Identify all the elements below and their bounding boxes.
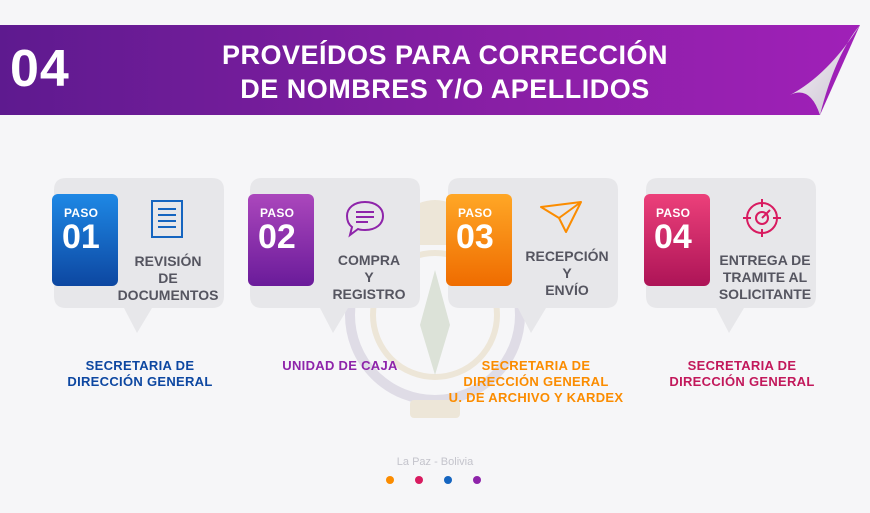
title-line-1: PROVEÍDOS PARA CORRECCIÓN bbox=[221, 40, 669, 70]
step-2-label-line-3: REGISTRO bbox=[332, 286, 406, 302]
step-3-office: SECRETARIA DE DIRECCIÓN GENERAL U. DE AR… bbox=[436, 358, 636, 406]
pagination-dot-1[interactable] bbox=[386, 476, 394, 484]
step-3-office-line-1: SECRETARIA DE bbox=[481, 358, 591, 373]
step-card-1: PASO 01 REVISIÓN DE DOCUMENTOS bbox=[52, 178, 224, 338]
step-1-label-line-1: REVISIÓN bbox=[134, 253, 202, 269]
step-4-badge: PASO 04 bbox=[644, 194, 710, 286]
step-2-office: UNIDAD DE CAJA bbox=[260, 358, 420, 374]
step-4-label-line-3: SOLICITANTE bbox=[718, 286, 812, 302]
step-1-label: REVISIÓN DE DOCUMENTOS bbox=[112, 253, 224, 304]
step-2-office-line-1: UNIDAD DE CAJA bbox=[282, 358, 398, 373]
step-4-paso: PASO bbox=[656, 206, 691, 220]
step-4-number: 04 bbox=[654, 218, 692, 256]
chat-bubble-icon bbox=[345, 200, 385, 238]
pagination-dots bbox=[386, 476, 481, 484]
step-3-office-line-3: U. DE ARCHIVO Y KARDEX bbox=[448, 390, 624, 405]
step-4-office: SECRETARIA DE DIRECCIÓN GENERAL bbox=[652, 358, 832, 390]
step-4-label-line-2: TRAMITE AL bbox=[722, 269, 808, 285]
step-3-label-line-2: Y bbox=[562, 265, 572, 281]
step-1-badge: PASO 01 bbox=[52, 194, 118, 286]
step-card-2: PASO 02 COMPRA Y REGISTRO bbox=[248, 178, 420, 338]
step-2-badge: PASO 02 bbox=[248, 194, 314, 286]
step-3-paso: PASO bbox=[458, 206, 493, 220]
step-1-office-line-1: SECRETARIA DE bbox=[85, 358, 195, 373]
step-1-office: SECRETARIA DE DIRECCIÓN GENERAL bbox=[50, 358, 230, 390]
step-3-label: RECEPCIÓN Y ENVÍO bbox=[512, 248, 622, 299]
step-card-4: PASO 04 ENTREGA DE TRAMITE AL SOLICITANT… bbox=[644, 178, 816, 338]
step-2-paso: PASO bbox=[260, 206, 295, 220]
header-banner: 04 PROVEÍDOS PARA CORRECCIÓN DE NOMBRES … bbox=[0, 25, 860, 115]
target-icon bbox=[743, 199, 781, 237]
location-watermark: La Paz - Bolivia bbox=[396, 456, 474, 468]
step-2-label-line-1: COMPRA bbox=[337, 252, 401, 268]
step-3-badge: PASO 03 bbox=[446, 194, 512, 286]
step-1-label-line-2: DE bbox=[158, 270, 178, 286]
document-icon bbox=[151, 200, 183, 238]
step-1-number: 01 bbox=[62, 218, 100, 256]
step-2-label-line-2: Y bbox=[364, 269, 374, 285]
step-4-office-line-1: SECRETARIA DE bbox=[687, 358, 797, 373]
banner-shape bbox=[0, 25, 860, 115]
title-line-2: DE NOMBRES Y/O APELLIDOS bbox=[240, 74, 650, 104]
step-1-label-line-3: DOCUMENTOS bbox=[117, 287, 219, 303]
section-number: 04 bbox=[10, 40, 70, 98]
paper-plane-icon bbox=[540, 201, 582, 233]
step-1-paso: PASO bbox=[64, 206, 99, 220]
step-3-number: 03 bbox=[456, 218, 494, 256]
step-4-label-line-1: ENTREGA DE bbox=[719, 252, 811, 268]
step-3-office-line-2: DIRECCIÓN GENERAL bbox=[463, 374, 609, 389]
step-card-3: PASO 03 RECEPCIÓN Y ENVÍO bbox=[446, 178, 618, 338]
pagination-dot-2[interactable] bbox=[415, 476, 423, 484]
pagination-dot-3[interactable] bbox=[444, 476, 452, 484]
step-4-office-line-2: DIRECCIÓN GENERAL bbox=[669, 374, 815, 389]
step-4-label: ENTREGA DE TRAMITE AL SOLICITANTE bbox=[710, 252, 820, 303]
pagination-dot-4[interactable] bbox=[473, 476, 481, 484]
step-2-number: 02 bbox=[258, 218, 296, 256]
step-2-label: COMPRA Y REGISTRO bbox=[314, 252, 424, 303]
step-1-office-line-2: DIRECCIÓN GENERAL bbox=[67, 374, 213, 389]
step-3-label-line-1: RECEPCIÓN bbox=[525, 248, 609, 264]
page-title: PROVEÍDOS PARA CORRECCIÓN DE NOMBRES Y/O… bbox=[140, 38, 750, 106]
step-3-label-line-3: ENVÍO bbox=[545, 282, 589, 298]
